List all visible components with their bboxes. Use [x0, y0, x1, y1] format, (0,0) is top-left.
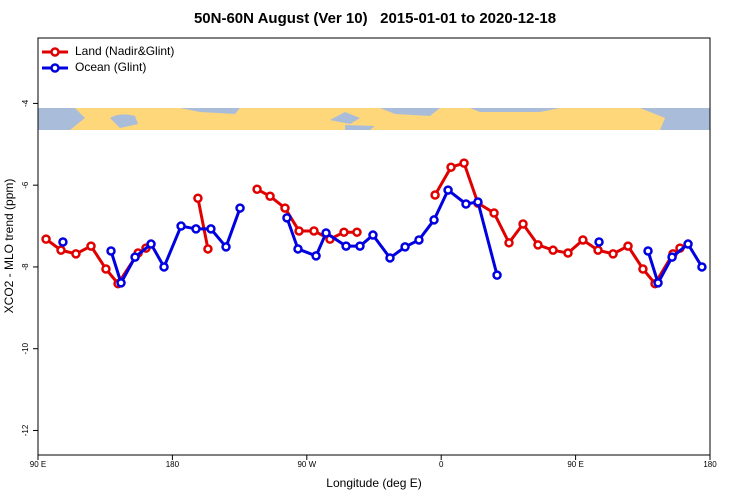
x-tick-label: 90 W	[297, 460, 316, 469]
data-point	[593, 245, 603, 255]
plot-frame	[37, 37, 711, 456]
data-point	[638, 264, 648, 274]
data-point	[193, 193, 203, 204]
legend-label: Land (Nadir&Glint)	[75, 44, 174, 58]
data-point	[446, 162, 456, 172]
data-point	[473, 197, 483, 207]
x-tick-label: 90 E	[567, 460, 583, 469]
data-point	[106, 246, 116, 256]
data-point	[309, 226, 319, 236]
data-point	[341, 241, 351, 251]
data-point	[533, 240, 543, 250]
x-axis-label: Longitude (deg E)	[326, 476, 421, 490]
data-point	[368, 230, 378, 240]
data-point	[101, 264, 111, 274]
data-point	[429, 215, 439, 225]
y-tick-label: -6	[21, 181, 30, 189]
data-point	[339, 227, 349, 237]
data-point	[252, 184, 262, 195]
data-point	[400, 242, 410, 252]
data-point	[489, 208, 499, 218]
x-tick-label: 180	[703, 460, 717, 469]
data-point	[159, 262, 169, 272]
data-point	[221, 242, 231, 252]
data-point	[58, 237, 68, 247]
data-point	[697, 262, 707, 272]
data-point	[385, 253, 395, 263]
data-point	[191, 224, 201, 234]
series-line	[196, 197, 210, 250]
data-point	[459, 158, 469, 168]
data-point	[653, 278, 663, 288]
data-point	[492, 270, 502, 280]
data-point	[548, 245, 558, 255]
data-point	[265, 191, 275, 201]
data-point	[352, 227, 362, 237]
data-point	[594, 237, 604, 247]
data-point	[280, 203, 290, 213]
data-point	[623, 241, 633, 251]
data-point	[643, 246, 653, 256]
y-tick-label: -8	[21, 263, 30, 271]
data-point	[282, 213, 292, 223]
series-line	[109, 207, 242, 287]
y-axis-label: XCO2 - MLO trend (ppm)	[2, 179, 16, 314]
data-point	[116, 278, 126, 288]
data-point	[443, 185, 453, 195]
y-tick-label: -12	[21, 424, 30, 436]
data-point	[578, 235, 588, 245]
data-point	[414, 235, 424, 245]
data-point	[56, 245, 66, 255]
data-point	[563, 248, 573, 258]
legend-marker	[50, 47, 60, 57]
x-tick-label: 0	[439, 460, 444, 469]
data-point	[176, 221, 186, 231]
data-point	[293, 244, 303, 254]
legend-marker	[50, 63, 60, 73]
legend-label: Ocean (Glint)	[75, 60, 146, 74]
map-band	[38, 108, 710, 130]
data-point	[294, 226, 304, 236]
chart-title: 50N-60N August (Ver 10) 2015-01-01 to 20…	[194, 10, 556, 27]
data-point	[206, 224, 216, 234]
data-point	[504, 238, 514, 248]
data-point	[321, 228, 331, 238]
data-point	[355, 241, 365, 251]
data-point	[518, 219, 528, 229]
x-tick-label: 90 E	[30, 460, 46, 469]
data-point	[608, 249, 618, 259]
x-tick-label: 180	[166, 460, 180, 469]
data-point	[86, 241, 96, 251]
data-point	[130, 252, 140, 262]
data-point	[203, 244, 213, 254]
data-point	[667, 252, 677, 262]
data-point	[430, 190, 440, 200]
y-tick-label: -4	[21, 99, 30, 107]
data-point	[311, 251, 321, 261]
data-point	[683, 239, 693, 249]
data-point	[461, 199, 471, 209]
y-tick-label: -10	[21, 342, 30, 354]
data-point	[235, 203, 245, 213]
data-point	[146, 239, 156, 249]
data-point	[71, 249, 81, 259]
data-point	[41, 234, 51, 244]
